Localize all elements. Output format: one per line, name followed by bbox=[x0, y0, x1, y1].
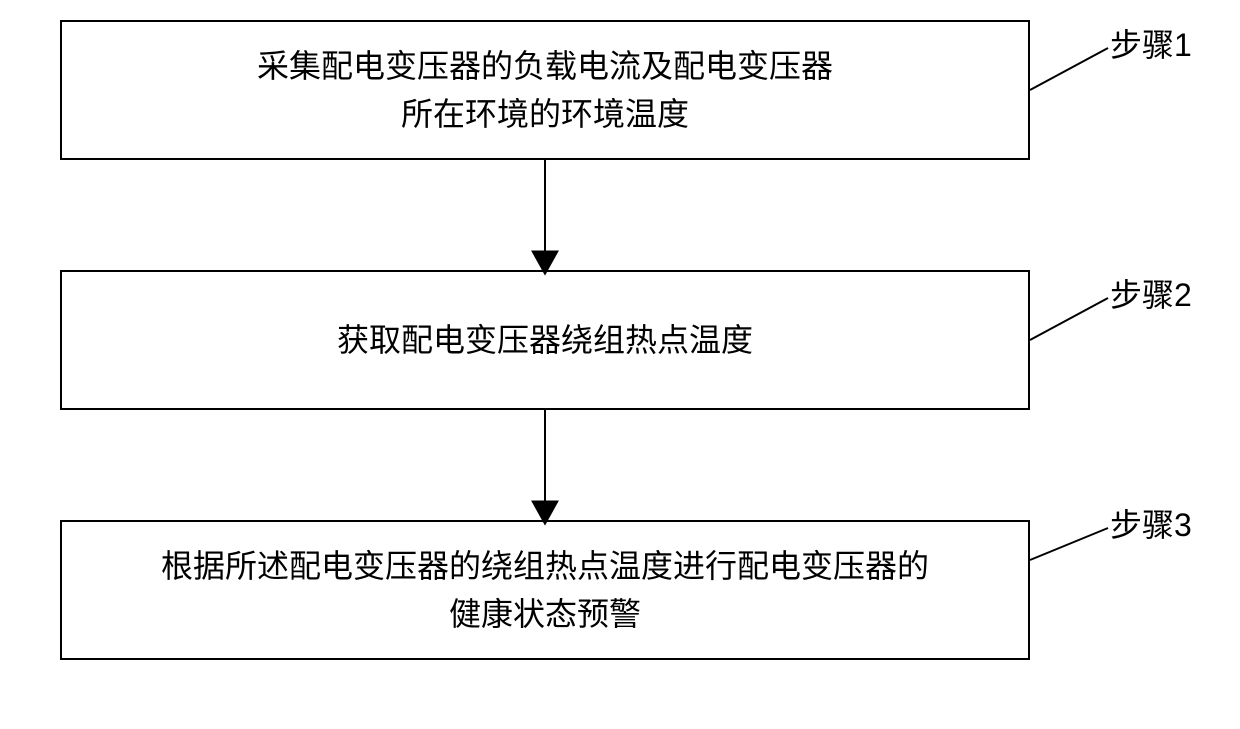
flowchart-canvas: 采集配电变压器的负载电流及配电变压器 所在环境的环境温度获取配电变压器绕组热点温… bbox=[0, 0, 1240, 729]
flow-box-step2: 获取配电变压器绕组热点温度 bbox=[60, 270, 1030, 410]
step-label-step3: 步骤3 bbox=[1110, 500, 1192, 546]
flow-box-text: 根据所述配电变压器的绕组热点温度进行配电变压器的 健康状态预警 bbox=[161, 542, 929, 638]
flow-box-step3: 根据所述配电变压器的绕组热点温度进行配电变压器的 健康状态预警 bbox=[60, 520, 1030, 660]
flow-box-text: 采集配电变压器的负载电流及配电变压器 所在环境的环境温度 bbox=[257, 42, 833, 138]
flow-box-step1: 采集配电变压器的负载电流及配电变压器 所在环境的环境温度 bbox=[60, 20, 1030, 160]
flow-box-text: 获取配电变压器绕组热点温度 bbox=[337, 316, 753, 364]
step-label-step1: 步骤1 bbox=[1110, 20, 1192, 66]
step-label-step2: 步骤2 bbox=[1110, 270, 1192, 316]
